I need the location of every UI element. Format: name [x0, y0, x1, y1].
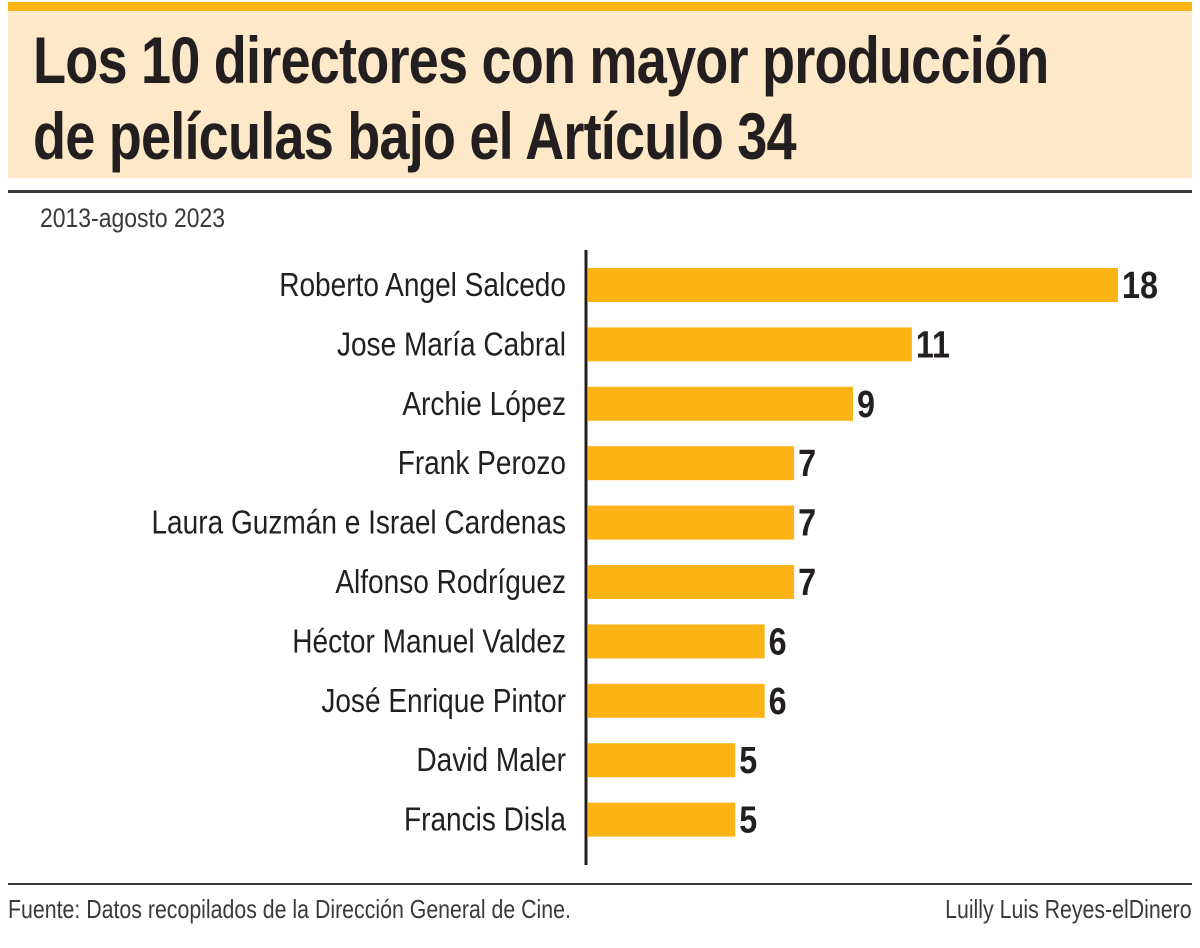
bar — [588, 683, 765, 718]
value-label: 18 — [1122, 265, 1158, 307]
bar — [588, 327, 912, 362]
bar — [588, 268, 1118, 302]
chart-subtitle: 2013-agosto 2023 — [40, 203, 226, 233]
category-label: Jose María Cabral — [337, 326, 566, 363]
top-accent-bar — [8, 2, 1192, 11]
source-note: Fuente: Datos recopilados de la Direcció… — [8, 894, 571, 924]
bar — [588, 802, 736, 837]
value-label: 6 — [769, 621, 787, 663]
value-label: 11 — [916, 324, 950, 366]
category-label: Francis Disla — [404, 802, 567, 839]
value-label: 5 — [739, 799, 757, 841]
category-label: Alfonso Rodríguez — [335, 564, 566, 601]
category-label: David Maler — [416, 742, 566, 779]
bar — [588, 624, 765, 659]
title-line-2: de películas bajo el Artículo 34 — [33, 99, 797, 173]
value-label: 7 — [798, 443, 816, 485]
bar — [588, 386, 853, 421]
bar — [588, 446, 795, 481]
category-label: Roberto Angel Salcedo — [279, 267, 566, 304]
footer-divider — [8, 883, 1192, 885]
title-line-1: Los 10 directores con mayor producción — [33, 23, 1049, 97]
category-label: Archie López — [402, 386, 566, 423]
bar — [588, 565, 795, 599]
chart-title: Los 10 directores con mayor producción d… — [33, 22, 1049, 174]
category-label: Héctor Manuel Valdez — [292, 623, 566, 660]
title-band — [8, 11, 1192, 178]
value-label: 9 — [857, 383, 875, 425]
bar — [588, 505, 795, 540]
credit-note: Luilly Luis Reyes-elDinero — [945, 894, 1192, 924]
header-divider — [8, 190, 1192, 193]
value-label: 7 — [798, 562, 816, 604]
bar — [588, 743, 736, 778]
value-label: 7 — [798, 502, 816, 544]
value-label: 5 — [739, 740, 757, 782]
category-label: Frank Perozo — [398, 445, 566, 482]
value-label: 6 — [769, 680, 787, 722]
category-label: Laura Guzmán e Israel Cardenas — [151, 505, 566, 542]
category-label: José Enrique Pintor — [321, 683, 566, 720]
